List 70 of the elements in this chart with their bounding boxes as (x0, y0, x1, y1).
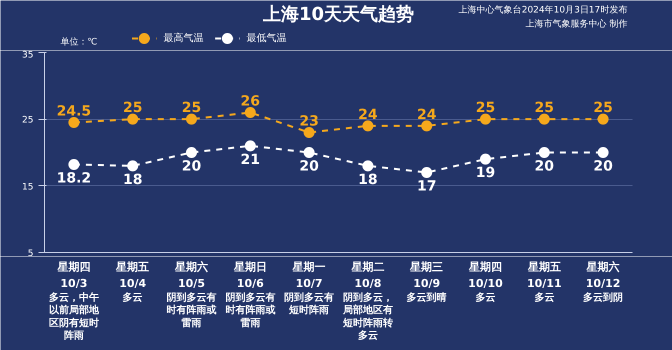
text: 多云到晴 (406, 292, 447, 304)
legend-label: 最低气温 (246, 32, 287, 44)
x-tick-label: 星期一 10/7 (292, 260, 326, 290)
data-label: 24.5 (56, 104, 92, 120)
legend-label: 最高气温 (164, 32, 204, 44)
x-tick-label: 星期二 10/8 (350, 260, 384, 290)
x-tick-label: 星期四 10/3 (56, 260, 90, 290)
data-label: 20 (593, 158, 614, 174)
data-label: 20 (182, 158, 202, 174)
chart-title: 上海10天天气趋势 (262, 4, 414, 25)
data-label: 19 (476, 165, 496, 182)
data-label: 21 (240, 152, 260, 168)
text: 阴到多云有短时阵雨 (284, 292, 334, 316)
point (421, 167, 432, 178)
data-label: 17 (416, 178, 436, 194)
x-tick-label: 星期三 10/9 (409, 260, 444, 290)
data-label: 18.2 (56, 170, 92, 186)
x-tick-label: 星期六 10/5 (174, 260, 208, 290)
point (304, 127, 315, 138)
text: 阴到多云有时有阵雨或雷雨 (225, 292, 276, 329)
y-tick-label: 15 (22, 182, 34, 192)
point (538, 114, 550, 125)
text: 多云 (122, 292, 143, 304)
point (598, 114, 609, 125)
data-label: 23 (299, 114, 319, 130)
data-label: 24 (358, 106, 378, 123)
point (362, 120, 374, 132)
y-tick-label: 5 (28, 249, 34, 259)
x-tick-label: 星期六 10/12 (586, 260, 620, 290)
point (480, 154, 491, 165)
x-tick-label: 星期五 10/4 (115, 260, 150, 290)
data-label: 20 (299, 158, 320, 174)
point (186, 147, 197, 158)
data-label: 25 (476, 100, 496, 116)
text: 多云，中午以前局部地区阴有短时阵雨 (48, 292, 100, 342)
y-tick-label: 35 (22, 50, 34, 60)
data-label: 25 (122, 100, 142, 116)
data-label: 25 (593, 100, 613, 116)
text: 阴到多云有时有阵雨或雷雨 (166, 292, 216, 329)
point (68, 117, 80, 128)
x-tick-label: 星期日 10/6 (232, 260, 267, 290)
point (538, 147, 550, 158)
text: 上海市气象服务中心 制作 (525, 18, 628, 30)
point (244, 140, 256, 152)
text: 多云到阴 (583, 292, 624, 304)
point (304, 147, 315, 158)
data-label: 25 (182, 100, 202, 116)
point (186, 114, 197, 125)
data-label: 20 (534, 158, 554, 174)
text: 多云 (534, 292, 554, 304)
point (244, 107, 256, 118)
x-tick-label: 星期五 10/11 (526, 260, 562, 290)
data-label: 25 (534, 100, 554, 116)
text: 多云 (476, 292, 496, 304)
data-label: 24 (416, 106, 437, 123)
point (127, 114, 138, 125)
point (480, 114, 491, 125)
data-label: 18 (122, 172, 142, 188)
point (127, 160, 138, 172)
y-tick-label: 25 (22, 116, 34, 126)
x-tick-label: 星期四 10/10 (468, 260, 504, 290)
y-axis-title: 单位：℃ (60, 36, 98, 48)
point (598, 147, 609, 158)
point (362, 160, 374, 172)
text: 阴到多云，局部地区有短时阵雨转多云 (342, 292, 393, 342)
data-label: 18 (358, 172, 378, 188)
point (68, 159, 80, 170)
point (421, 120, 432, 132)
chart-subtitle: 上海中心气象台2024年10月3日17时发布 (458, 4, 628, 16)
data-label: 26 (240, 94, 260, 110)
